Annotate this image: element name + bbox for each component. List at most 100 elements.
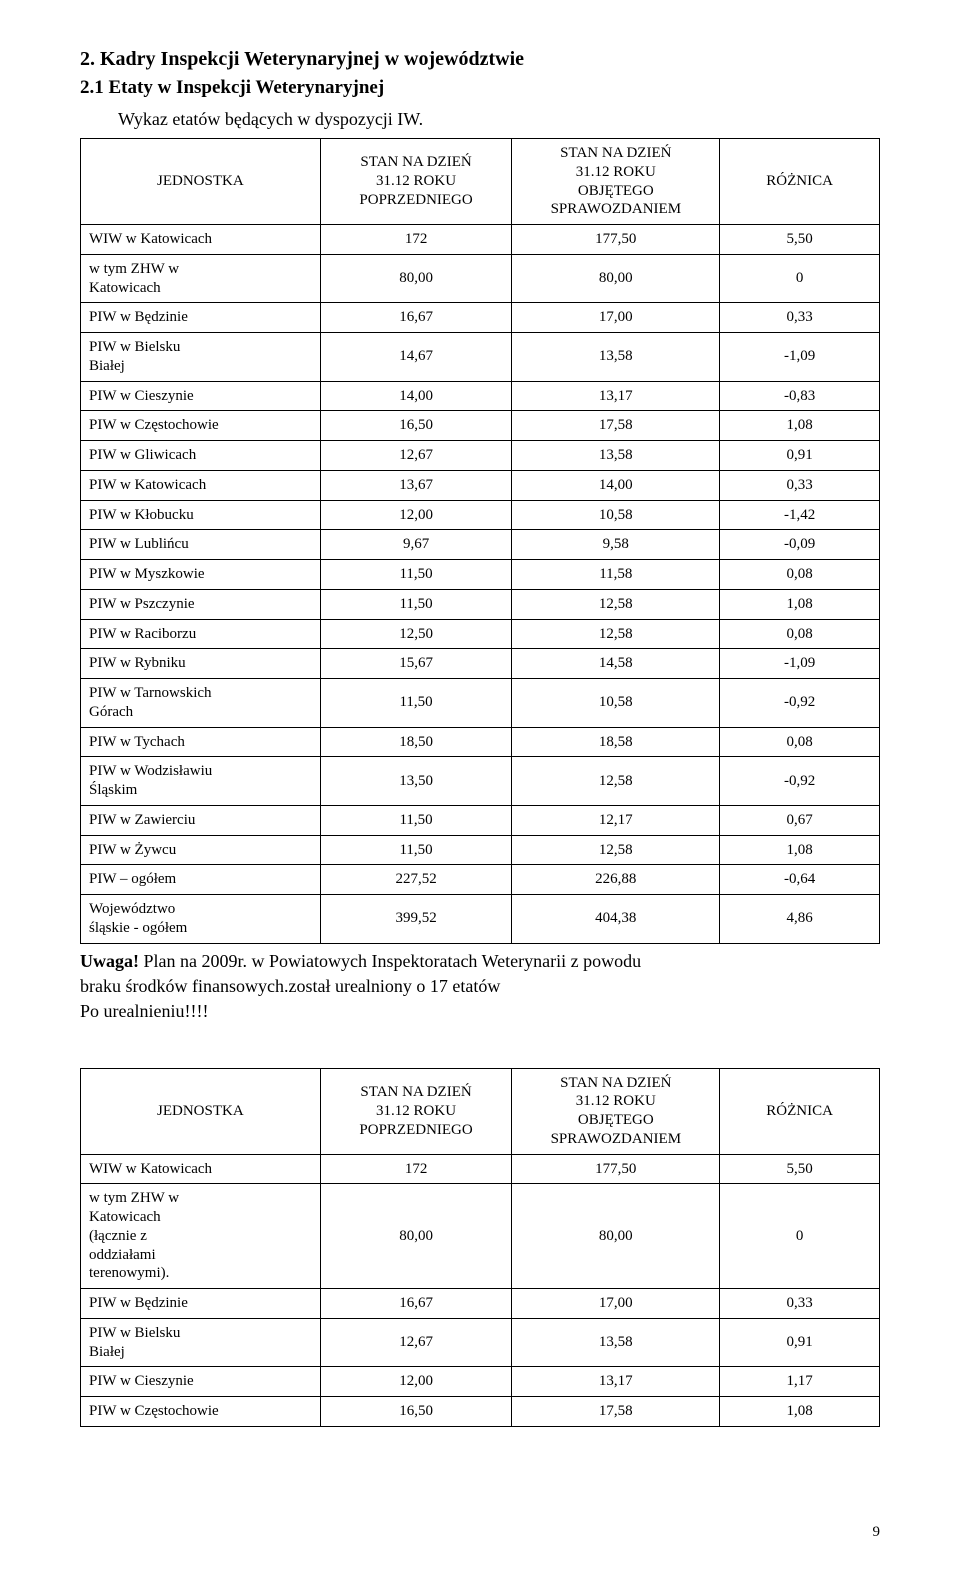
table-row: PIW w WodzisławiuŚląskim13,5012,58-0,92 bbox=[81, 757, 880, 806]
table-caption: Wykaz etatów będących w dyspozycji IW. bbox=[118, 109, 880, 130]
cell-prev: 13,67 bbox=[320, 470, 512, 500]
table-header-row: JEDNOSTKA STAN NA DZIEŃ 31.12 ROKU POPRZ… bbox=[81, 1068, 880, 1154]
cell-cur: 12,58 bbox=[512, 835, 720, 865]
cell-diff: 1,08 bbox=[720, 1397, 880, 1427]
cell-unit: PIW w Katowicach bbox=[81, 470, 321, 500]
table-row: PIW w Lublińcu9,679,58-0,09 bbox=[81, 530, 880, 560]
cell-diff: 0,91 bbox=[720, 441, 880, 471]
cell-cur: 404,38 bbox=[512, 895, 720, 944]
cell-prev: 16,67 bbox=[320, 303, 512, 333]
cell-unit: PIW w Tychach bbox=[81, 727, 321, 757]
cell-diff: 5,50 bbox=[720, 1154, 880, 1184]
cell-diff: -1,09 bbox=[720, 649, 880, 679]
note-lead: Uwaga! bbox=[80, 951, 139, 971]
cell-prev: 172 bbox=[320, 225, 512, 255]
cell-prev: 16,67 bbox=[320, 1289, 512, 1319]
cell-unit: PIW w TarnowskichGórach bbox=[81, 679, 321, 728]
table-row: Województwośląskie - ogółem399,52404,384… bbox=[81, 895, 880, 944]
cell-prev: 15,67 bbox=[320, 649, 512, 679]
cell-unit: PIW – ogółem bbox=[81, 865, 321, 895]
cell-cur: 17,00 bbox=[512, 1289, 720, 1319]
col-prev-l3: POPRZEDNIEGO bbox=[359, 192, 472, 208]
note-line1-rest: Plan na 2009r. w Powiatowych Inspektorat… bbox=[139, 951, 641, 971]
cell-cur: 12,58 bbox=[512, 619, 720, 649]
table-row: w tym ZHW wKatowicach(łącznie zoddziałam… bbox=[81, 1184, 880, 1289]
cell-unit: PIW w Będzinie bbox=[81, 1289, 321, 1319]
table-row: PIW w Kłobucku12,0010,58-1,42 bbox=[81, 500, 880, 530]
cell-prev: 12,00 bbox=[320, 500, 512, 530]
cell-diff: -0,09 bbox=[720, 530, 880, 560]
cell-prev: 227,52 bbox=[320, 865, 512, 895]
cell-prev: 11,50 bbox=[320, 835, 512, 865]
col-prev: STAN NA DZIEŃ 31.12 ROKU POPRZEDNIEGO bbox=[320, 1068, 512, 1154]
cell-cur: 80,00 bbox=[512, 1184, 720, 1289]
cell-cur: 80,00 bbox=[512, 254, 720, 303]
table-row: WIW w Katowicach172177,505,50 bbox=[81, 1154, 880, 1184]
etaty-table-1: JEDNOSTKA STAN NA DZIEŃ 31.12 ROKU POPRZ… bbox=[80, 138, 880, 944]
cell-prev: 80,00 bbox=[320, 254, 512, 303]
cell-diff: 1,08 bbox=[720, 589, 880, 619]
col-prev-l3: POPRZEDNIEGO bbox=[359, 1122, 472, 1138]
cell-prev: 14,67 bbox=[320, 333, 512, 382]
cell-unit: PIW w Cieszynie bbox=[81, 1367, 321, 1397]
cell-cur: 17,58 bbox=[512, 1397, 720, 1427]
cell-prev: 12,50 bbox=[320, 619, 512, 649]
col-cur: STAN NA DZIEŃ 31.12 ROKU OBJĘTEGO SPRAWO… bbox=[512, 1068, 720, 1154]
col-cur-l3: OBJĘTEGO bbox=[578, 183, 654, 199]
cell-cur: 10,58 bbox=[512, 500, 720, 530]
table-row: PIW w Żywcu11,5012,581,08 bbox=[81, 835, 880, 865]
col-prev: STAN NA DZIEŃ 31.12 ROKU POPRZEDNIEGO bbox=[320, 139, 512, 225]
table-row: PIW w Katowicach13,6714,000,33 bbox=[81, 470, 880, 500]
cell-cur: 12,58 bbox=[512, 757, 720, 806]
table-row: PIW w Gliwicach12,6713,580,91 bbox=[81, 441, 880, 471]
cell-unit: Województwośląskie - ogółem bbox=[81, 895, 321, 944]
col-cur-l3: OBJĘTEGO bbox=[578, 1112, 654, 1128]
col-prev-l2: 31.12 ROKU bbox=[376, 173, 456, 189]
cell-cur: 9,58 bbox=[512, 530, 720, 560]
cell-diff: 0,33 bbox=[720, 303, 880, 333]
cell-unit: PIW w WodzisławiuŚląskim bbox=[81, 757, 321, 806]
cell-unit: PIW w Lublińcu bbox=[81, 530, 321, 560]
cell-prev: 18,50 bbox=[320, 727, 512, 757]
col-cur-l2: 31.12 ROKU bbox=[576, 1093, 656, 1109]
cell-cur: 12,58 bbox=[512, 589, 720, 619]
cell-diff: 1,08 bbox=[720, 835, 880, 865]
cell-unit: PIW w Pszczynie bbox=[81, 589, 321, 619]
col-diff: RÓŻNICA bbox=[720, 139, 880, 225]
table-row: PIW w Myszkowie11,5011,580,08 bbox=[81, 560, 880, 590]
table-row: PIW – ogółem227,52226,88-0,64 bbox=[81, 865, 880, 895]
cell-cur: 13,17 bbox=[512, 1367, 720, 1397]
cell-cur: 14,58 bbox=[512, 649, 720, 679]
cell-unit: PIW w Częstochowie bbox=[81, 411, 321, 441]
col-prev-l1: STAN NA DZIEŃ bbox=[360, 1084, 471, 1100]
table-row: PIW w Cieszynie12,0013,171,17 bbox=[81, 1367, 880, 1397]
cell-prev: 80,00 bbox=[320, 1184, 512, 1289]
cell-cur: 14,00 bbox=[512, 470, 720, 500]
cell-unit: PIW w Rybniku bbox=[81, 649, 321, 679]
cell-prev: 12,00 bbox=[320, 1367, 512, 1397]
cell-unit: PIW w Będzinie bbox=[81, 303, 321, 333]
table-row: PIW w Będzinie16,6717,000,33 bbox=[81, 1289, 880, 1319]
note-line3: Po urealnieniu!!!! bbox=[80, 1000, 880, 1023]
col-cur-l1: STAN NA DZIEŃ bbox=[560, 145, 671, 161]
cell-diff: 0,33 bbox=[720, 1289, 880, 1319]
cell-diff: 5,50 bbox=[720, 225, 880, 255]
cell-diff: 4,86 bbox=[720, 895, 880, 944]
page-number: 9 bbox=[873, 1524, 881, 1541]
cell-unit: PIW w Kłobucku bbox=[81, 500, 321, 530]
table-row: PIW w Raciborzu12,5012,580,08 bbox=[81, 619, 880, 649]
cell-unit: WIW w Katowicach bbox=[81, 225, 321, 255]
table-row: PIW w Częstochowie16,5017,581,08 bbox=[81, 1397, 880, 1427]
cell-cur: 13,58 bbox=[512, 1318, 720, 1367]
cell-cur: 13,17 bbox=[512, 381, 720, 411]
cell-diff: 0,91 bbox=[720, 1318, 880, 1367]
cell-diff: 1,08 bbox=[720, 411, 880, 441]
cell-prev: 172 bbox=[320, 1154, 512, 1184]
col-cur-l4: SPRAWOZDANIEM bbox=[551, 1131, 681, 1147]
cell-unit: PIW w Zawierciu bbox=[81, 805, 321, 835]
cell-unit: w tym ZHW wKatowicach(łącznie zoddziałam… bbox=[81, 1184, 321, 1289]
cell-diff: -1,09 bbox=[720, 333, 880, 382]
cell-diff: 0,33 bbox=[720, 470, 880, 500]
table-row: PIW w Zawierciu11,5012,170,67 bbox=[81, 805, 880, 835]
cell-diff: 1,17 bbox=[720, 1367, 880, 1397]
